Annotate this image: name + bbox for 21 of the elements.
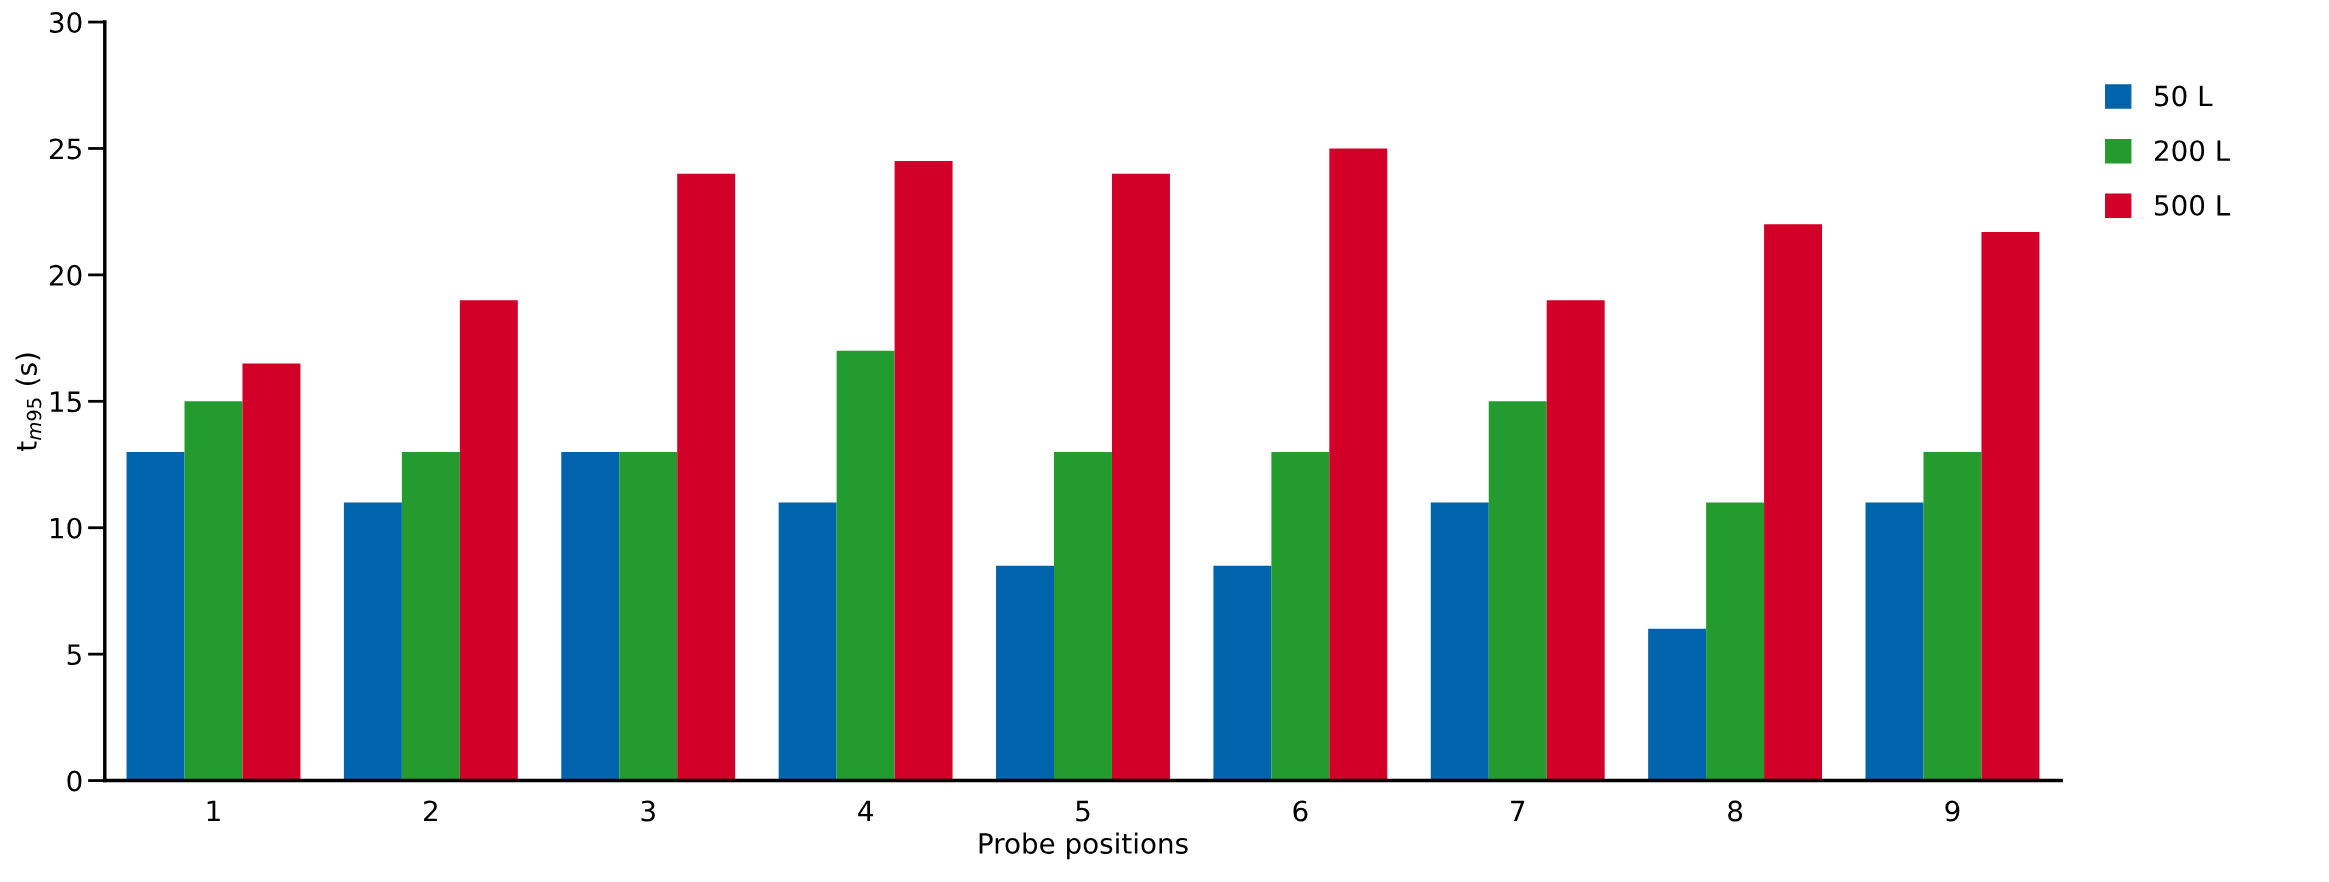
x-tick-label: 3 [641, 800, 655, 822]
x-tick-label: 4 [858, 800, 873, 822]
legend-label: 500 L [2155, 194, 2231, 216]
y-tick-label: 10 [50, 517, 82, 539]
y-tick-label: 15 [50, 391, 81, 413]
y-tick-label: 0 [67, 770, 82, 792]
y-tick-label: 20 [49, 264, 82, 286]
y-tick-label: 5 [67, 644, 81, 666]
x-axis-title: Probe positions [979, 832, 1188, 860]
x-tick-label: 5 [1076, 800, 1090, 822]
x-tick-label: 1 [207, 800, 220, 822]
legend-label: 50 L [2155, 85, 2213, 107]
x-tick-label: 6 [1293, 800, 1308, 822]
x-tick-label: 2 [424, 800, 437, 822]
y-tick-label: 30 [50, 11, 82, 33]
x-tick-label: 7 [1511, 800, 1525, 822]
x-tick-label: 9 [1945, 800, 1960, 822]
x-tick-label: 8 [1728, 800, 1743, 822]
y-axis-title: t$_{m95}$ (s) [15, 353, 42, 451]
y-tick-label: 25 [49, 138, 81, 160]
legend-label: 200 L [2154, 140, 2231, 162]
